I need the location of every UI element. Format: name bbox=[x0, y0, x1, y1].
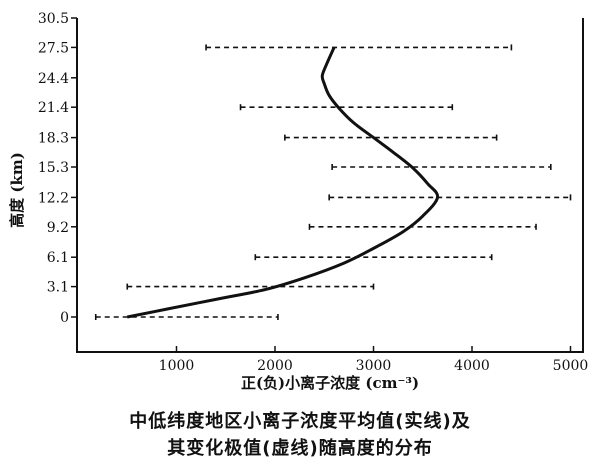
x-tick-label: 5000 bbox=[553, 358, 589, 374]
x-tick-label: 1000 bbox=[159, 358, 195, 374]
y-tick-label: 6.1 bbox=[47, 250, 69, 266]
mean-concentration-line bbox=[126, 46, 440, 319]
y-tick-label: 18.3 bbox=[38, 131, 69, 147]
plot-frame bbox=[76, 18, 584, 353]
mean-curve bbox=[126, 46, 440, 319]
x-tick-label: 3000 bbox=[356, 358, 392, 374]
y-tick-label: 24.4 bbox=[38, 71, 69, 87]
x-axis: 1000 2000 3000 4000 5000 bbox=[159, 346, 589, 374]
y-axis-label: 高度 (km) bbox=[8, 152, 26, 228]
plot-border bbox=[76, 18, 584, 353]
y-tick-label: 15.3 bbox=[38, 160, 69, 176]
x-tick-label: 2000 bbox=[257, 358, 293, 374]
extreme-range-lines bbox=[94, 44, 572, 320]
x-axis-label: 正(负)小离子浓度 (cm⁻³) bbox=[241, 374, 419, 392]
y-tick-label: 12.2 bbox=[38, 190, 69, 206]
y-tick-label: 27.5 bbox=[38, 40, 69, 56]
chart: 0 3.1 6.1 9.2 12.2 15.3 18.3 21.4 24.4 27.5 30.5 1… bbox=[8, 11, 589, 392]
x-tick-label: 4000 bbox=[454, 358, 490, 374]
y-tick-label: 0 bbox=[60, 310, 69, 326]
y-tick-label: 21.4 bbox=[38, 100, 69, 116]
y-tick-label: 9.2 bbox=[47, 220, 69, 236]
y-axis: 0 3.1 6.1 9.2 12.2 15.3 18.3 21.4 24.4 27.5 30.5 bbox=[38, 11, 77, 326]
figure-caption-line-2: 其变化极值(虚线)随高度的分布 bbox=[167, 438, 433, 459]
figure-caption-line-1: 中低纬度地区小离子浓度平均值(实线)及 bbox=[129, 411, 471, 432]
y-tick-label: 30.5 bbox=[38, 11, 69, 27]
y-tick-label: 3.1 bbox=[47, 280, 69, 296]
